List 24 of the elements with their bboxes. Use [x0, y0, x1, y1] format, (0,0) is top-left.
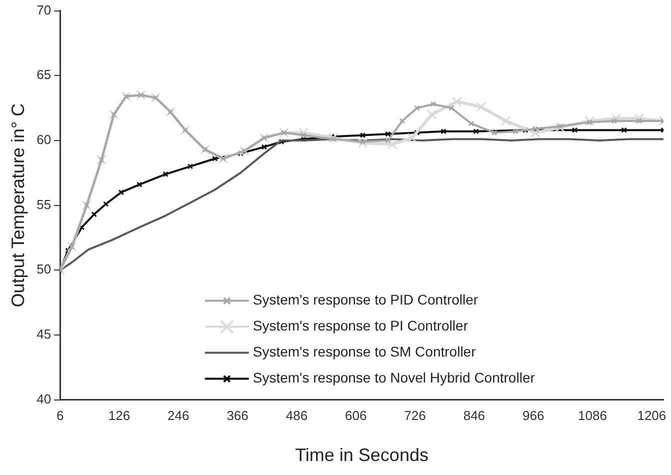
x-axis-title: Time in Seconds	[295, 445, 428, 466]
x-tick-label: 966	[522, 408, 544, 424]
y-tick-label: 50	[36, 262, 52, 277]
x-tick-label: 846	[463, 408, 486, 424]
y-axis-title: Output Temperature in° C	[8, 103, 28, 308]
y-tick-label: 70	[36, 2, 52, 18]
x-tick-label: 246	[168, 408, 190, 424]
y-tick-label: 65	[36, 67, 52, 82]
legend-label: System's response to Novel Hybrid Controller	[252, 370, 536, 386]
y-tick-label: 45	[36, 326, 52, 342]
y-tick-label: 60	[36, 132, 52, 148]
x-tick-label: 486	[286, 408, 308, 424]
y-tick-label: 40	[36, 391, 52, 406]
x-tick-label: 726	[404, 408, 426, 424]
x-tick-label: 1206	[637, 408, 666, 424]
x-tick-label: 606	[345, 408, 367, 424]
legend-label: System's response to PI Controller	[252, 318, 468, 334]
x-tick-label: 6	[56, 408, 64, 424]
legend-label: System's response to SM Controller	[252, 344, 476, 360]
y-tick-label: 55	[36, 196, 52, 212]
x-tick-label: 366	[226, 408, 248, 424]
legend-label: System's response to PID Controller	[252, 292, 478, 308]
x-tick-label: 126	[108, 408, 130, 424]
x-tick-label: 1086	[578, 408, 607, 424]
